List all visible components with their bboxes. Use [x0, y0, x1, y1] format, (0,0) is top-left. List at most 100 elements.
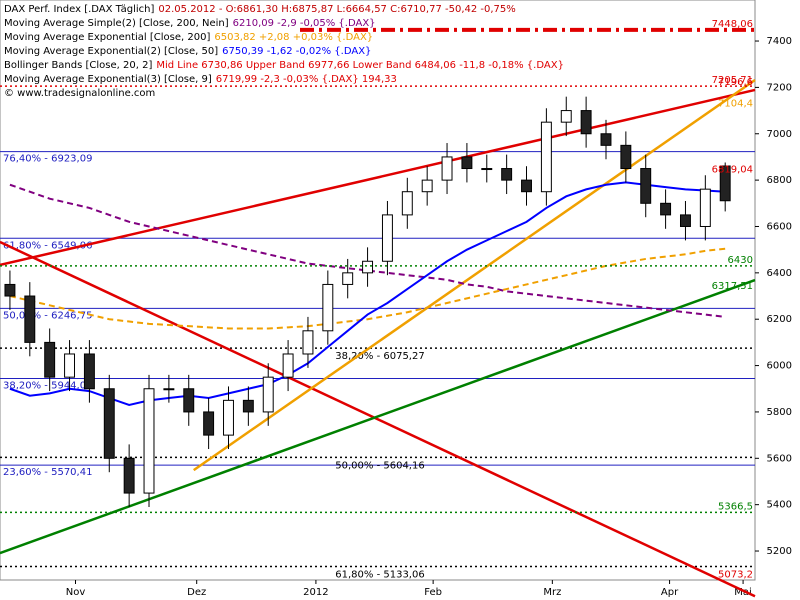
fibonacci-label: 23,60% - 5570,41 [3, 467, 92, 478]
candle-body [183, 388, 195, 413]
candle-body [163, 388, 175, 391]
candle-body [719, 165, 731, 202]
level-label: 50,00% - 5604,16 [335, 460, 424, 471]
candle-body [123, 457, 135, 494]
y-tick-label: 6800 [767, 175, 792, 186]
y-tick-label: 6200 [767, 314, 792, 325]
y-tick-label: 6600 [767, 221, 792, 232]
y-tick-label: 7000 [767, 129, 792, 140]
legend-entry: Moving Average Exponential [Close, 200] 6… [4, 32, 373, 43]
legend-name: Bollinger Bands [Close, 20, 2] [4, 60, 152, 71]
marker-label: 7205,71 [712, 75, 753, 86]
candle-body [4, 283, 16, 297]
candle-body [401, 191, 413, 216]
level-label: 38,20% - 6075,27 [335, 351, 424, 362]
x-tick-label: Feb [424, 587, 442, 598]
y-tick-label: 7200 [767, 82, 792, 93]
fibonacci-label: 76,40% - 6923,09 [3, 154, 92, 165]
marker-label: 5073,2 [718, 569, 753, 580]
y-tick-label: 6400 [767, 268, 792, 279]
trend-line [0, 240, 756, 598]
x-tick-label: Dez [187, 587, 206, 598]
indicator-line [9, 183, 726, 318]
candle-body [640, 168, 652, 204]
candle-body [262, 376, 274, 413]
legend-entry: Moving Average Simple(2) [Close, 200, Ne… [4, 18, 376, 29]
candle-body [342, 272, 354, 285]
candle-body [64, 353, 76, 378]
candle-body [242, 399, 254, 413]
y-tick-label: 5200 [767, 546, 792, 557]
fibonacci-label: 38,20% - 5944,06 [3, 381, 92, 392]
candle-body [560, 110, 572, 123]
candle-body [620, 144, 632, 170]
candle-body [580, 110, 592, 135]
candle-body [223, 399, 234, 436]
candle-body [540, 121, 552, 193]
x-tick-label: Nov [66, 587, 86, 598]
legend-values: Mid Line 6730,86 Upper Band 6977,66 Lowe… [156, 60, 564, 71]
candle-body [679, 214, 691, 227]
candle-body [282, 353, 294, 378]
candle-body [203, 411, 215, 436]
trend-line [0, 88, 756, 267]
candle-body [461, 156, 473, 170]
candle-body [322, 283, 334, 332]
y-tick-label: 5600 [767, 453, 792, 464]
marker-label: 7196,6 [718, 77, 753, 88]
y-tick-label: 6000 [767, 361, 792, 372]
legend: DAX Perf. Index [.DAX Täglich] 02.05.2012… [4, 4, 564, 99]
x-tick-label: Mrz [543, 587, 561, 598]
legend-entry: Moving Average Exponential(2) [Close, 50… [4, 46, 371, 57]
legend-entry: Moving Average Exponential(3) [Close, 9]… [4, 74, 397, 85]
legend-name: DAX Perf. Index [.DAX Täglich] [4, 4, 154, 15]
marker-label: 6819,04 [712, 165, 753, 176]
x-tick-label: Apr [661, 587, 679, 598]
y-tick-label: 7400 [767, 36, 792, 47]
legend-values: 6750,39 -1,62 -0,02% {.DAX} [222, 46, 371, 57]
level-label: 61,80% - 5133,06 [335, 570, 424, 581]
marker-label: 6317,51 [712, 281, 753, 292]
candle-body [421, 179, 433, 193]
legend-name: Moving Average Exponential [Close, 200] [4, 32, 210, 43]
indicator-line [9, 181, 726, 407]
legend-entry: Bollinger Bands [Close, 20, 2] Mid Line 6… [4, 60, 564, 71]
marker-label: 7104,4 [718, 99, 753, 110]
legend-values: 02.05.2012 - O:6861,30 H:6875,87 L:6664,… [158, 4, 515, 15]
legend-name: Moving Average Simple(2) [Close, 200, Ne… [4, 18, 229, 29]
y-tick-label: 5800 [767, 407, 792, 418]
candle-body [362, 260, 374, 274]
candle-body [699, 188, 711, 227]
candle-body [600, 133, 612, 146]
legend-values: 6210,09 -2,9 -0,05% {.DAX} [233, 18, 376, 29]
candle-body [24, 295, 36, 343]
candle-body [521, 179, 532, 193]
candle-body [660, 202, 672, 216]
x-tick-label: Mai [734, 587, 752, 598]
x-tick-label: 2012 [303, 587, 328, 598]
candle-body [481, 168, 493, 171]
candle-body [302, 330, 314, 355]
candle-body [44, 341, 56, 378]
legend-values: 6503,82 +2,08 +0,03% {.DAX} [214, 32, 373, 43]
legend-name: Moving Average Exponential(2) [Close, 50… [4, 46, 218, 57]
candle-body [103, 388, 115, 459]
trend-line [193, 78, 756, 472]
marker-label: 6430 [728, 255, 753, 266]
marker-label: 5366,5 [718, 501, 753, 512]
marker-label: 7448,06 [712, 19, 753, 30]
legend-entry: DAX Perf. Index [.DAX Täglich] 02.05.2012… [4, 4, 516, 15]
plot-area [0, 0, 756, 581]
y-tick-label: 5400 [767, 500, 792, 511]
copyright: © www.tradesignalonline.com [4, 88, 155, 99]
candle-body [381, 214, 393, 262]
candle-body [143, 388, 155, 494]
legend-name: Moving Average Exponential(3) [Close, 9] [4, 74, 212, 85]
candle-body [441, 156, 453, 181]
fibonacci-label: 61,80% - 6549,06 [3, 240, 92, 251]
fibonacci-label: 50,00% - 6246,75 [3, 310, 92, 321]
trend-line [0, 278, 756, 555]
candle-body [83, 353, 95, 390]
candle-body [501, 168, 513, 181]
